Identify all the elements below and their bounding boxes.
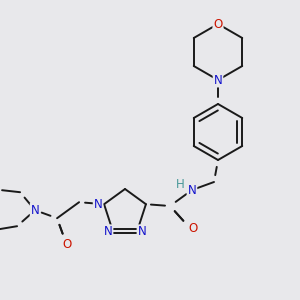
Text: N: N (214, 74, 222, 86)
Text: O: O (188, 221, 198, 235)
Text: N: N (31, 204, 40, 217)
Text: N: N (104, 225, 112, 238)
Text: O: O (62, 238, 72, 251)
Text: N: N (138, 225, 146, 238)
Text: H: H (176, 178, 184, 191)
Text: O: O (213, 17, 223, 31)
Text: N: N (94, 198, 103, 211)
Text: N: N (188, 184, 196, 196)
